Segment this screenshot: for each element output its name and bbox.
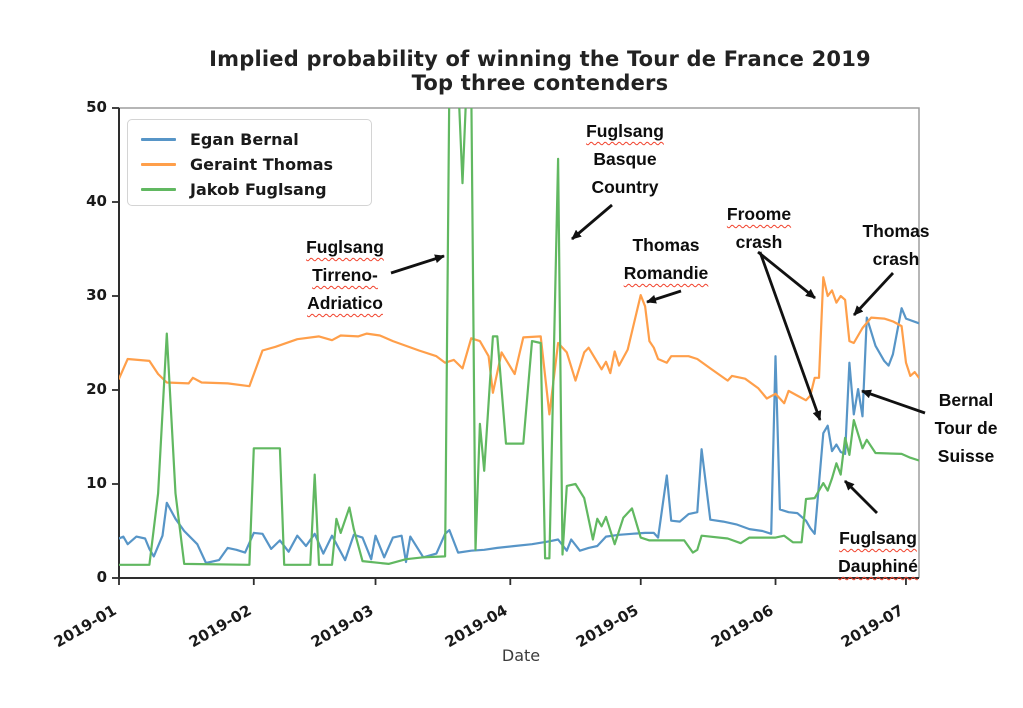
legend-label: Egan Bernal [190, 129, 299, 149]
annotation-line: Fuglsang [839, 528, 917, 548]
annotation-line: crash [735, 232, 783, 252]
legend-item-egan-bernal: Egan Bernal [141, 127, 371, 152]
annotation-line: Country [591, 177, 659, 197]
legend-item-geraint-thomas: Geraint Thomas [141, 152, 371, 177]
annotation-arrow-fuglsang-basque [571, 203, 613, 241]
annotation-line: Thomas [632, 235, 700, 255]
annotation-line: Basque [593, 149, 657, 169]
annotation-fuglsang-dauphine: Fuglsang Dauphiné [838, 524, 918, 580]
legend: Egan Bernal Geraint Thomas Jakob Fuglsan… [127, 119, 372, 206]
annotation-line: Romandie [623, 263, 709, 283]
legend-item-jakob-fuglsang: Jakob Fuglsang [141, 177, 371, 202]
plot-border-top-right [119, 107, 920, 578]
annotation-fuglsang-tirreno: Fuglsang Tirreno- Adriatico [306, 233, 384, 317]
annotation-line: Tirreno- [312, 265, 378, 285]
legend-swatch-green [141, 188, 176, 191]
annotation-bernal-suisse: Bernal Tour de Suisse [935, 386, 998, 470]
annotation-arrow-thomas-romandie [646, 289, 682, 304]
chart-title-line1: Implied probability of winning the Tour … [209, 47, 871, 71]
y-tick-label: 20 [86, 380, 107, 398]
legend-swatch-orange [141, 163, 176, 166]
annotation-froome-crash: Froome crash [727, 200, 791, 256]
annotation-line: crash [872, 249, 920, 269]
y-tick-label: 10 [86, 474, 107, 492]
annotation-thomas-crash: Thomas crash [862, 217, 929, 273]
annotation-arrow-froome-crash [757, 250, 816, 300]
annotation-line: Adriatico [307, 293, 383, 313]
legend-swatch-blue [141, 138, 176, 141]
annotation-line: Fuglsang [586, 121, 664, 141]
annotation-line: Fuglsang [306, 237, 384, 257]
annotation-arrow-fuglsang-dauphine [844, 480, 878, 514]
y-tick-label: 50 [86, 98, 107, 116]
annotation-line: Tour de [934, 418, 998, 438]
x-axis-label: Date [501, 646, 541, 665]
series-line-geraint-thomas [119, 276, 919, 416]
y-tick-label: 0 [96, 568, 107, 586]
annotation-arrow-bernal-suisse [861, 389, 926, 415]
chart-title: Implied probability of winning the Tour … [60, 47, 1020, 95]
annotation-arrow-thomas-crash [852, 272, 895, 316]
legend-label: Geraint Thomas [190, 154, 334, 174]
legend-label: Jakob Fuglsang [190, 179, 327, 199]
annotation-line: Thomas [862, 221, 930, 241]
y-tick-label: 30 [86, 286, 107, 304]
annotation-line: Suisse [937, 446, 995, 466]
annotation-fuglsang-basque: Fuglsang Basque Country [586, 117, 664, 201]
series-line-jakob-fuglsang [119, 108, 919, 566]
annotation-thomas-romandie: Thomas Romandie [624, 231, 709, 287]
annotation-arrow-froome-crash [758, 251, 822, 421]
annotation-line: Dauphiné [838, 556, 918, 576]
y-tick-label: 40 [86, 192, 107, 210]
annotation-line: Bernal [938, 390, 994, 410]
annotation-line: Froome [726, 204, 792, 224]
annotation-arrow-fuglsang-tirreno [390, 254, 445, 275]
chart-title-line2: Top three contenders [411, 71, 669, 95]
series-line-egan-bernal [119, 307, 919, 565]
